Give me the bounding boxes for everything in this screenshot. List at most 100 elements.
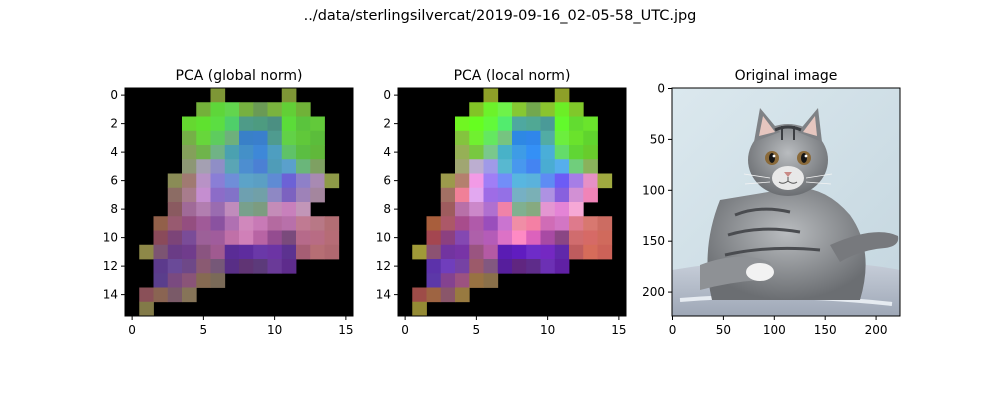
heatmap-cell (253, 230, 268, 246)
heatmap-cell (554, 244, 570, 260)
heatmap-cell (540, 187, 556, 203)
heatmap-cell (310, 173, 325, 189)
heatmap-cell (210, 88, 226, 103)
heatmap-cell (210, 216, 226, 231)
heatmap-cell (440, 287, 456, 303)
y-ticks: 0 2 4 6 8 10 12 14 (103, 88, 125, 302)
heatmap-cell (210, 130, 226, 146)
heatmap-cell (455, 159, 470, 174)
x-tick-label: 15 (611, 323, 626, 337)
heatmap-cell (182, 244, 197, 260)
heatmap-cell (296, 159, 311, 174)
panel-pca-global: PCA (global norm) 0 5 10 15 0 2 4 6 8 10 12 14 (103, 68, 354, 337)
heatmap-cell (569, 187, 584, 203)
heatmap-cell (526, 202, 541, 217)
heatmap-cell (239, 187, 254, 203)
heatmap-cell (210, 102, 226, 117)
heatmap-cell (167, 173, 183, 189)
heatmap-cell (483, 145, 499, 160)
y-tick-label: 0 (110, 88, 118, 102)
heatmap-cell (583, 230, 598, 246)
heatmap-cell (426, 259, 442, 274)
heatmap-cell (426, 230, 442, 246)
x-tick-label: 15 (338, 323, 353, 337)
heatmap-cell (296, 102, 311, 117)
heatmap-cell (583, 116, 598, 132)
x-tick-label: 150 (814, 323, 837, 337)
heatmap-cell (554, 116, 570, 132)
heatmap-cell (267, 159, 283, 174)
heatmap-cell (182, 259, 197, 274)
x-tick-label: 10 (267, 323, 282, 337)
heatmap-cell (196, 187, 211, 203)
heatmap-cell (469, 259, 484, 274)
heatmap-cell (554, 88, 570, 103)
y-tick-label: 4 (110, 145, 118, 159)
heatmap-cell (196, 244, 211, 260)
heatmap-cell (296, 187, 311, 203)
heatmap-cell (540, 244, 556, 260)
heatmap-cell (483, 88, 499, 103)
heatmap-cell (253, 102, 268, 117)
heatmap-cell (554, 145, 570, 160)
heatmap-cell (497, 159, 513, 174)
heatmap-cell (281, 202, 297, 217)
heatmap-cell (239, 202, 254, 217)
heatmap-cell (455, 173, 470, 189)
heatmap-cell (281, 244, 297, 260)
y-tick-label: 2 (110, 117, 118, 131)
heatmap-cell (526, 244, 541, 260)
heatmap-cell (583, 244, 598, 260)
heatmap-cell (210, 259, 226, 274)
heatmap-cell (469, 187, 484, 203)
heatmap-cell (497, 187, 513, 203)
axes-frame (671, 87, 901, 317)
heatmap-cell (469, 230, 484, 246)
heatmap-cell (253, 216, 268, 231)
y-tick-label: 12 (376, 259, 391, 273)
heatmap-cell (267, 116, 283, 132)
y-tick-label: 6 (383, 174, 391, 188)
heatmap-cell (483, 216, 499, 231)
heatmap-cell (497, 102, 513, 117)
heatmap-cell (526, 102, 541, 117)
heatmap-cell (196, 259, 211, 274)
y-tick-label: 0 (657, 82, 665, 96)
heatmap-cell (210, 159, 226, 174)
x-tick-label: 5 (473, 323, 481, 337)
heatmap-cell (196, 173, 211, 189)
heatmap-cell (210, 145, 226, 160)
heatmap-cell (196, 102, 211, 117)
heatmap-cell (497, 259, 513, 274)
x-ticks: 0 50 100 150 200 (669, 316, 888, 337)
heatmap-cell (597, 244, 613, 260)
heatmap-cell (296, 173, 311, 189)
heatmap-cell (569, 173, 584, 189)
panel-original-image: Original image (642, 68, 901, 337)
heatmap-cell (324, 216, 340, 231)
heatmap-cell (569, 130, 584, 146)
heatmap-cell (196, 145, 211, 160)
heatmap-cell (540, 159, 556, 174)
x-tick-label: 200 (865, 323, 888, 337)
heatmap-cell (210, 244, 226, 260)
heatmap-cell (239, 259, 254, 274)
heatmap-cell (497, 230, 513, 246)
heatmap-cell (583, 145, 598, 160)
heatmap-cell (540, 145, 556, 160)
heatmap-cell (139, 244, 154, 260)
heatmap-cell (455, 116, 470, 132)
heatmap-cell (182, 130, 197, 146)
y-tick-label: 100 (642, 183, 665, 197)
heatmap-cell (554, 173, 570, 189)
heatmap-cell (526, 187, 541, 203)
heatmap-cell (281, 173, 297, 189)
heatmap-cell (182, 187, 197, 203)
heatmap-cell (569, 159, 584, 174)
heatmap-cell (267, 173, 283, 189)
heatmap-cell (554, 259, 570, 274)
heatmap-cell (310, 230, 325, 246)
heatmap-cell (239, 159, 254, 174)
heatmap-cell (167, 287, 183, 303)
heatmap-cell (569, 202, 584, 217)
